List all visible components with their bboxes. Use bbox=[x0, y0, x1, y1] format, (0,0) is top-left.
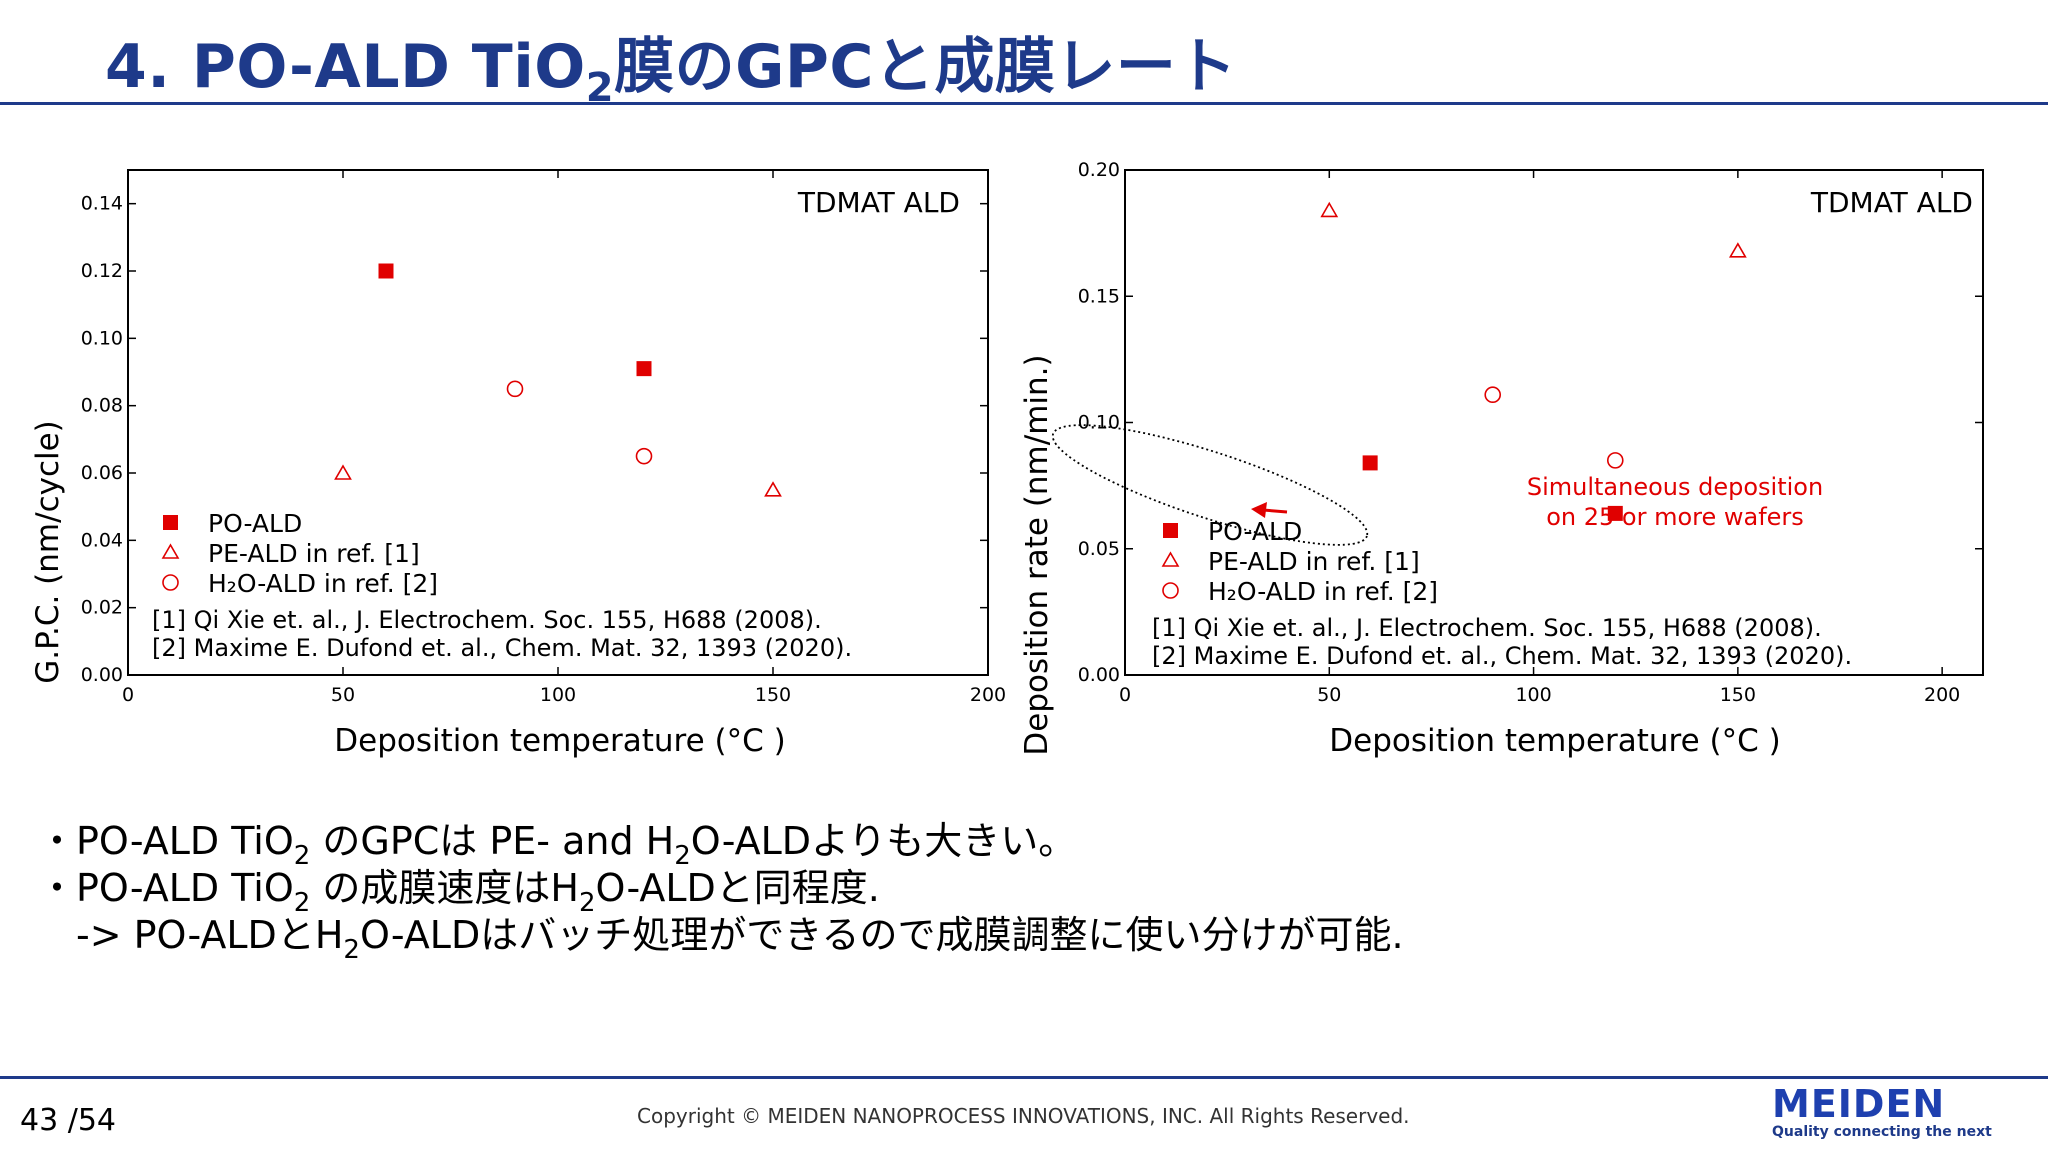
legend-po-ald-label: PO-ALD bbox=[208, 509, 302, 538]
gpc-point-pe-ald bbox=[764, 481, 782, 497]
rate-y-tick-label: 0.05 bbox=[1078, 538, 1120, 560]
gpc-legend: PO-ALD PE-ALD in ref. [1] H₂O-ALD in ref… bbox=[161, 509, 438, 598]
rate-x-axis-label: Deposition temperature (°C ) bbox=[1329, 723, 1780, 759]
simultaneous-deposition-ellipse bbox=[1051, 424, 1369, 546]
rate-point-h2o-ald bbox=[1484, 386, 1502, 404]
rate-reference-1: [1] Qi Xie et. al., J. Electrochem. Soc.… bbox=[1152, 614, 1822, 642]
legend-pe-ald-label: PE-ALD in ref. [1] bbox=[208, 539, 420, 568]
gpc-reference-2: [2] Maxime E. Dufond et. al., Chem. Mat.… bbox=[152, 634, 852, 662]
bullet-line-3: -> PO-ALDとH2O-ALDはバッチ処理ができるので成膜調整に使い分けが可… bbox=[76, 913, 1404, 965]
rate-point-po-ald bbox=[1607, 505, 1623, 521]
gpc-y-tick-label: 0.02 bbox=[81, 597, 123, 619]
rate-x-tick-label: 50 bbox=[1317, 684, 1341, 706]
bullet-line-1: ・PO-ALD TiO2 のGPCは PE- and H2O-ALDよりも大きい… bbox=[38, 819, 1077, 871]
rate-legend: PO-ALD PE-ALD in ref. [1] H₂O-ALD in ref… bbox=[1161, 517, 1438, 606]
header-divider bbox=[0, 102, 2048, 105]
annotation-line-1: Simultaneous deposition bbox=[1527, 473, 1823, 501]
bullet-line-2: ・PO-ALD TiO2 の成膜速度はH2O-ALDと同程度. bbox=[38, 866, 880, 918]
page-current: 43 bbox=[20, 1103, 59, 1138]
rate-x-tick-label: 100 bbox=[1515, 684, 1551, 706]
rate-y-axis-label: Deposition rate (nm/min.) bbox=[1019, 354, 1055, 755]
gpc-reference-1: [1] Qi Xie et. al., J. Electrochem. Soc.… bbox=[152, 606, 822, 634]
footer-divider bbox=[0, 1076, 2048, 1079]
gpc-y-tick-label: 0.00 bbox=[81, 664, 123, 686]
legend-h2o-ald-label: H₂O-ALD in ref. [2] bbox=[1208, 577, 1438, 606]
gpc-point-h2o-ald bbox=[635, 447, 653, 465]
logo-tagline: Quality connecting the next bbox=[1772, 1124, 1992, 1140]
gpc-y-tick-label: 0.10 bbox=[81, 327, 123, 349]
gpc-x-tick-label: 200 bbox=[970, 684, 1006, 706]
legend-h2o-ald-marker bbox=[162, 574, 179, 591]
rate-x-tick-label: 150 bbox=[1720, 684, 1756, 706]
gpc-x-axis-label: Deposition temperature (°C ) bbox=[334, 723, 785, 759]
gpc-x-tick-label: 50 bbox=[331, 684, 355, 706]
gpc-y-axis-label: G.P.C. (nm/cycle) bbox=[30, 420, 66, 684]
gpc-plot-frame bbox=[127, 169, 989, 676]
summary-bullets: ・PO-ALD TiO2 のGPCは PE- and H2O-ALDよりも大きい… bbox=[38, 818, 1404, 965]
legend-pe-ald-label: PE-ALD in ref. [1] bbox=[1208, 547, 1420, 576]
rate-reference-2: [2] Maxime E. Dufond et. al., Chem. Mat.… bbox=[1152, 642, 1852, 670]
legend-po-ald-marker bbox=[1163, 523, 1178, 538]
page-title: 4. PO-ALD TiO2膜のGPCと成膜レート bbox=[105, 18, 1237, 108]
title-subscript: 2 bbox=[585, 65, 615, 111]
gpc-y-tick-label: 0.08 bbox=[81, 395, 123, 417]
rate-y-tick-label: 0.20 bbox=[1078, 159, 1120, 181]
title-suffix: 膜のGPCと成膜レート bbox=[614, 32, 1237, 102]
rate-point-h2o-ald bbox=[1606, 452, 1624, 469]
rate-y-tick-label: 0.00 bbox=[1078, 664, 1120, 686]
title-prefix: 4. PO-ALD TiO bbox=[105, 32, 586, 102]
rate-x-tick-label: 0 bbox=[1119, 684, 1131, 706]
legend-h2o-ald-label: H₂O-ALD in ref. [2] bbox=[208, 569, 438, 598]
rate-point-po-ald bbox=[1362, 455, 1378, 471]
deposition-rate-plot-area: 0 50 100 150 200 0.00 0.05 0.10 0.15 0.20 bbox=[1078, 159, 1984, 706]
gpc-y-tick-label: 0.06 bbox=[81, 462, 123, 484]
legend-pe-ald-marker bbox=[1161, 551, 1180, 567]
page-total: /54 bbox=[67, 1103, 117, 1138]
gpc-x-tick-label: 100 bbox=[540, 684, 576, 706]
copyright-notice: Copyright © MEIDEN NANOPROCESS INNOVATIO… bbox=[637, 1104, 1410, 1128]
gpc-y-tick-label: 0.04 bbox=[81, 529, 123, 551]
gpc-point-h2o-ald bbox=[506, 380, 524, 398]
gpc-x-tick-label: 0 bbox=[122, 684, 134, 706]
gpc-chart-title: TDMAT ALD bbox=[797, 186, 960, 219]
gpc-x-tick-label: 150 bbox=[755, 684, 791, 706]
rate-point-pe-ald bbox=[1320, 201, 1339, 218]
rate-y-tick-label: 0.15 bbox=[1078, 285, 1120, 307]
meiden-logo: MEIDEN Quality connecting the next bbox=[1772, 1084, 1992, 1140]
annotation-line-2: on 25 or more wafers bbox=[1546, 503, 1804, 531]
rate-x-tick-label: 200 bbox=[1924, 684, 1960, 706]
gpc-point-po-ald bbox=[636, 361, 652, 377]
legend-h2o-ald-marker bbox=[1162, 582, 1179, 599]
rate-y-tick-label: 0.10 bbox=[1078, 412, 1120, 434]
gpc-point-po-ald bbox=[378, 263, 394, 279]
annotation-arrow-icon bbox=[1262, 508, 1288, 514]
gpc-plot-area: 0 50 100 150 200 0.00 0.02 0.04 0.06 0.08 0.10 0.12… bbox=[81, 169, 1006, 706]
gpc-y-tick-label: 0.14 bbox=[81, 193, 123, 215]
rate-chart-title: TDMAT ALD bbox=[1810, 186, 1973, 219]
page-number: 43 /54 bbox=[20, 1103, 116, 1138]
legend-pe-ald-marker bbox=[161, 543, 180, 559]
legend-po-ald-marker bbox=[163, 515, 178, 530]
gpc-y-tick-label: 0.12 bbox=[81, 260, 123, 282]
legend-po-ald-label: PO-ALD bbox=[1208, 517, 1302, 546]
deposition-rate-chart: 0 50 100 150 200 0.00 0.05 0.10 0.15 0.20 TDMAT A… bbox=[1019, 159, 1984, 759]
logo-wordmark: MEIDEN bbox=[1772, 1082, 1946, 1126]
annotation-arrowhead bbox=[1251, 502, 1267, 518]
gpc-point-pe-ald bbox=[334, 464, 352, 480]
gpc-chart: 0 50 100 150 200 0.00 0.02 0.04 0.06 0.08 0.10 0.12… bbox=[30, 169, 1006, 759]
rate-point-pe-ald bbox=[1728, 242, 1747, 258]
